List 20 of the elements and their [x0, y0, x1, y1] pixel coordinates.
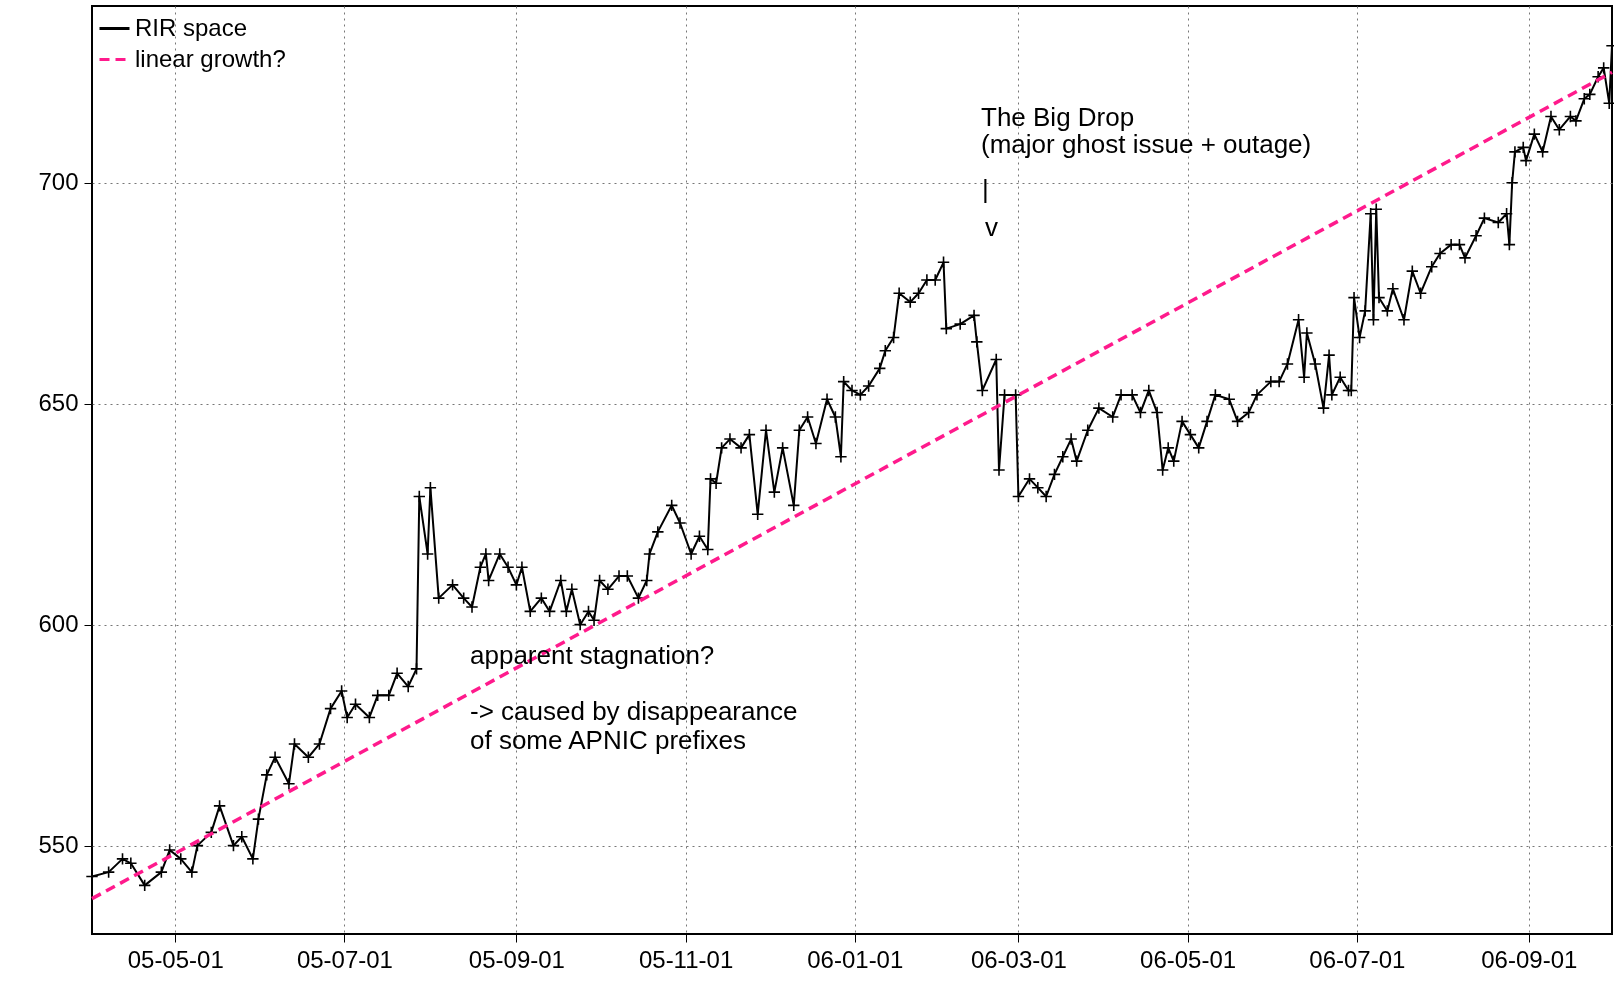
x-tick-label: 06-07-01	[1309, 945, 1406, 973]
y-tick-label: 550	[38, 831, 79, 859]
annotation: -> caused by disappearance	[470, 696, 798, 726]
x-tick-label: 05-07-01	[296, 945, 393, 973]
legend-label: linear growth?	[135, 44, 286, 72]
y-tick-label: 600	[38, 610, 79, 638]
x-tick-label: 06-01-01	[807, 945, 904, 973]
annotation: v	[985, 212, 998, 242]
x-tick-label: 05-11-01	[638, 945, 734, 973]
x-tick-label: 05-09-01	[468, 945, 565, 973]
x-tick-label: 06-05-01	[1140, 945, 1237, 973]
legend-label: RIR space	[135, 13, 248, 41]
x-tick-label: 06-03-01	[970, 945, 1067, 973]
annotation: of some APNIC prefixes	[470, 725, 746, 755]
x-tick-label: 06-09-01	[1481, 945, 1578, 973]
x-tick-label: 05-05-01	[127, 945, 224, 973]
y-tick-label: 650	[38, 389, 79, 417]
y-tick-label: 700	[38, 168, 79, 196]
annotation: |	[982, 174, 989, 204]
annotation: The Big Drop	[981, 102, 1135, 132]
